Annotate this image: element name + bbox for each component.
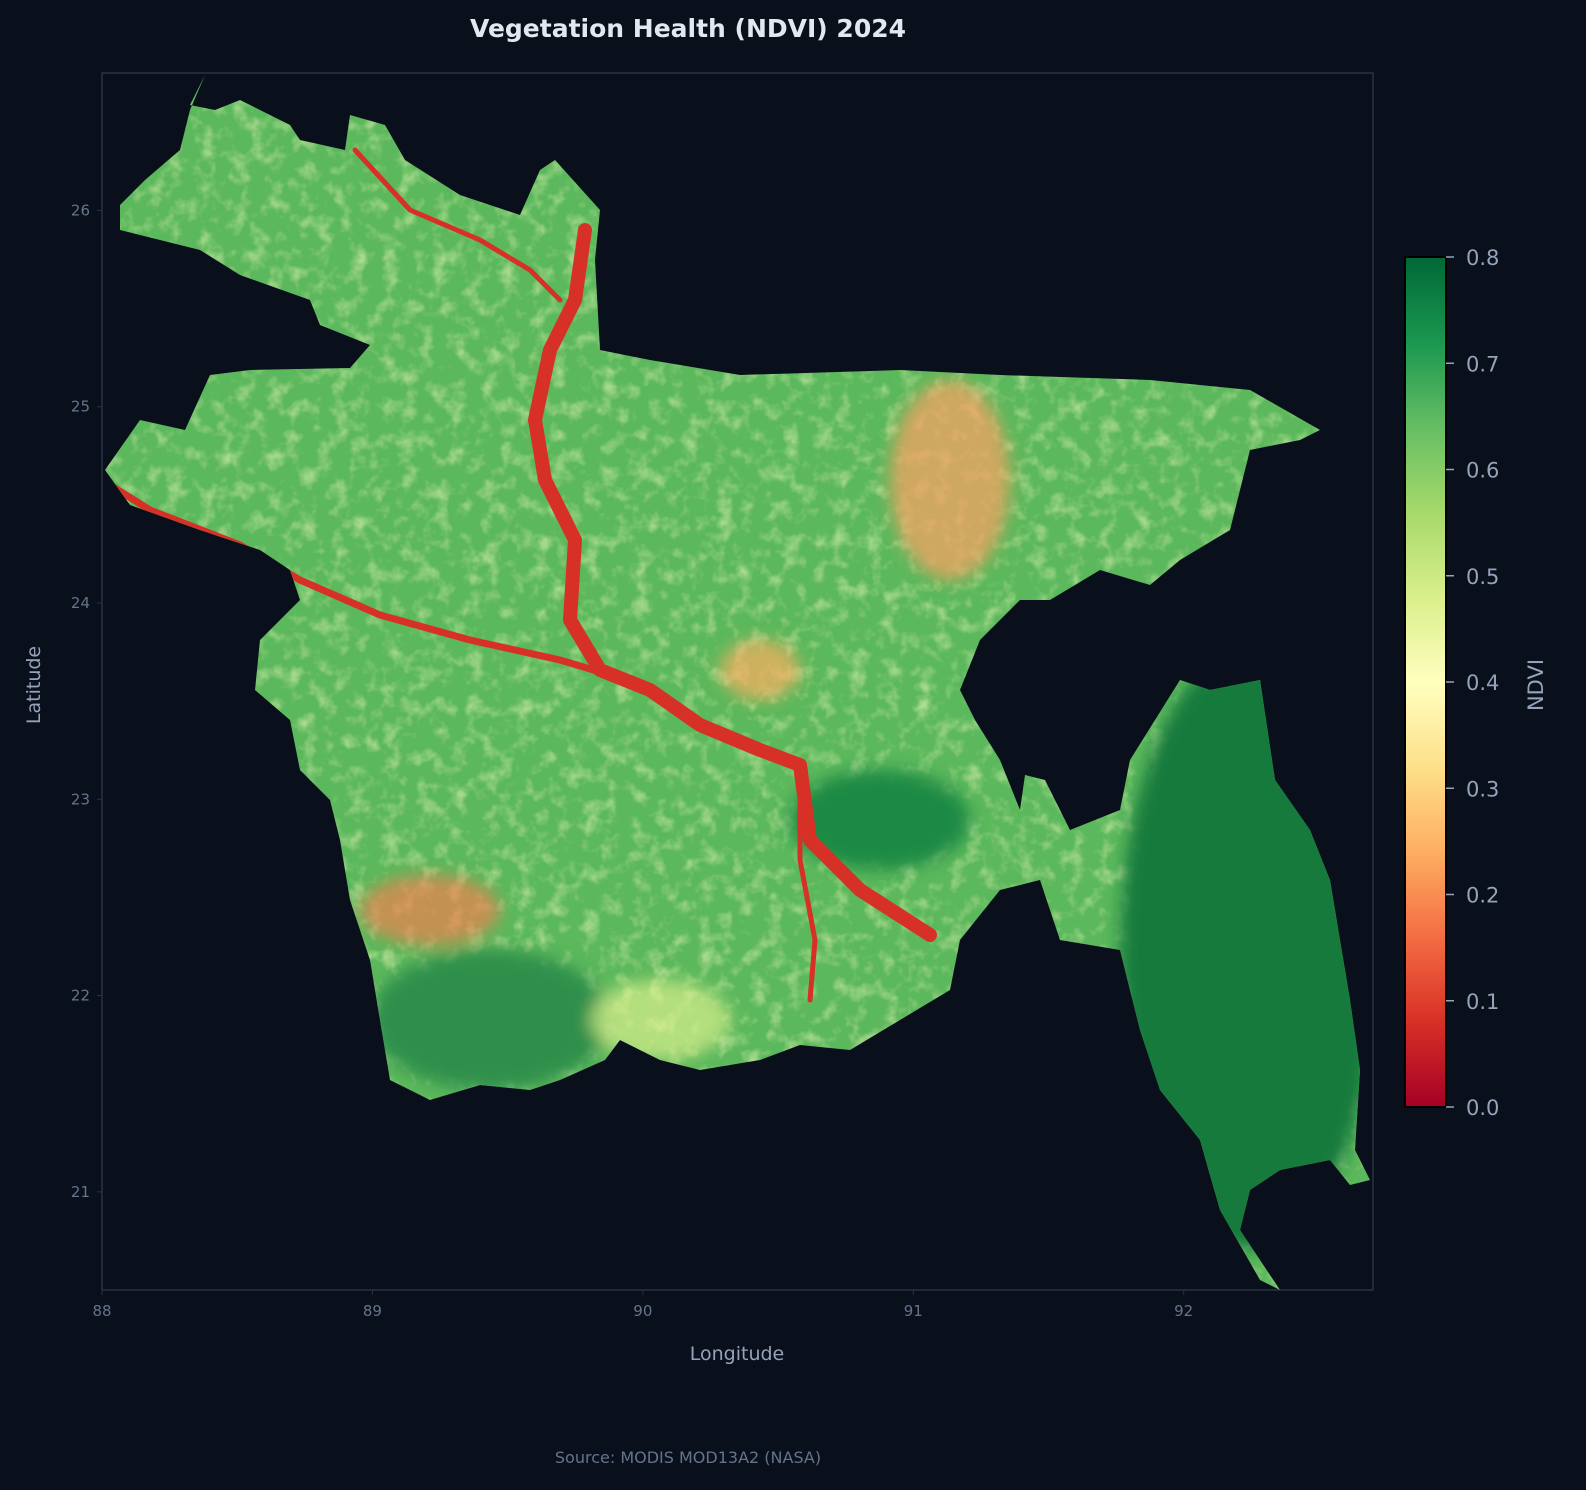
colorbar-tick-label: 0.2 — [1466, 884, 1499, 908]
x-axis: 88 89 90 91 92 — [92, 1290, 1193, 1320]
colorbar-tick-label: 0.5 — [1466, 565, 1499, 589]
colorbar — [1404, 256, 1447, 1108]
x-axis-label: Longitude — [690, 1343, 785, 1365]
y-tick-label: 24 — [71, 594, 90, 612]
teesta-river — [352, 147, 563, 303]
y-tick-label: 21 — [71, 1183, 90, 1201]
colorbar-tick-label: 0.1 — [1466, 990, 1499, 1014]
y-axis-label: Latitude — [23, 646, 45, 724]
x-tick-label: 92 — [1174, 1302, 1193, 1320]
colorbar-tick-label: 0.6 — [1466, 459, 1499, 483]
y-tick-label: 23 — [71, 790, 90, 808]
chart-title: Vegetation Health (NDVI) 2024 — [469, 14, 907, 43]
y-tick-label: 26 — [71, 201, 90, 219]
colorbar-tick-label: 0.4 — [1466, 671, 1499, 695]
colorbar-tick-label: 0.8 — [1466, 246, 1499, 270]
source-note: Source: MODIS MOD13A2 (NASA) — [554, 1448, 822, 1467]
colorbar-tick-label: 0.3 — [1466, 777, 1499, 801]
x-tick-label: 90 — [633, 1302, 652, 1320]
colorbar-ticks: 0.0 0.1 0.2 0.3 0.4 0.5 0.6 0.7 0.8 — [1446, 246, 1499, 1120]
y-tick-label: 22 — [71, 987, 90, 1005]
colorbar-tick-label: 0.7 — [1466, 352, 1499, 376]
meghna-channel — [797, 767, 818, 1003]
x-tick-label: 89 — [363, 1302, 382, 1320]
colorbar-label: NDVI — [1524, 659, 1548, 711]
colorbar-tick-label: 0.0 — [1466, 1096, 1499, 1120]
y-tick-label: 25 — [71, 398, 90, 416]
x-tick-label: 91 — [904, 1302, 923, 1320]
padma-river — [106, 481, 604, 676]
y-axis: 21 22 23 24 25 26 — [71, 201, 102, 1201]
x-tick-label: 88 — [92, 1302, 111, 1320]
